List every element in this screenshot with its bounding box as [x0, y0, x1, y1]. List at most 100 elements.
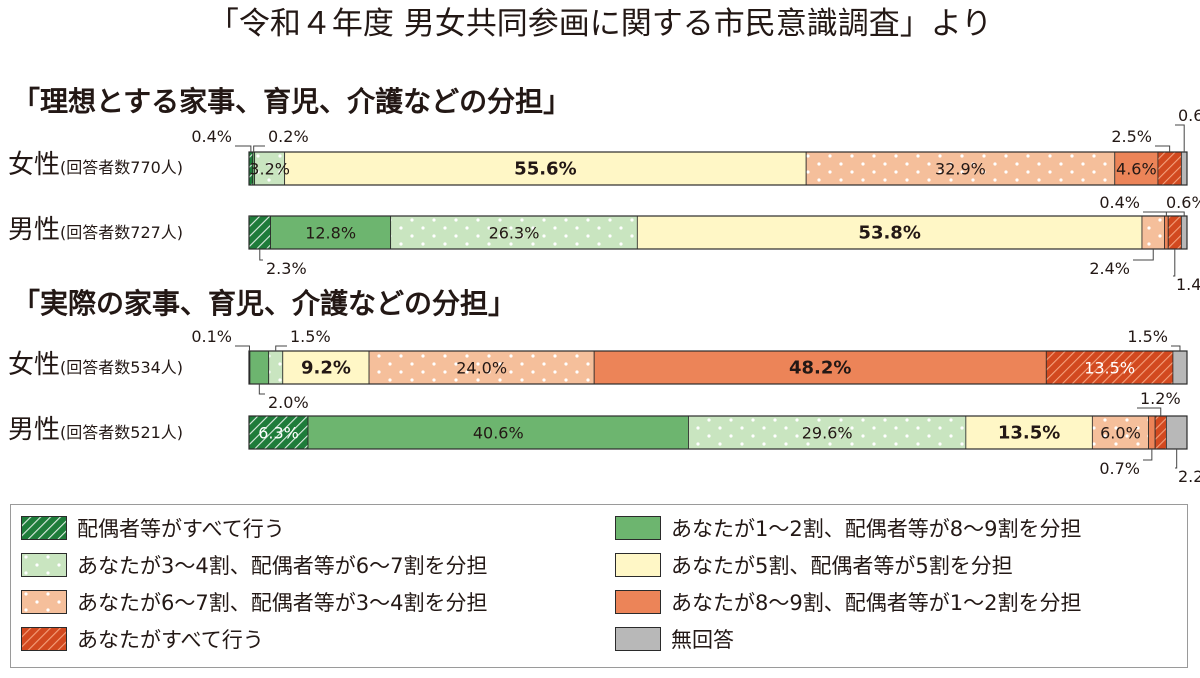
bar-segment-you-8-9 [1148, 415, 1156, 450]
bar-segment-you-6-7 [805, 151, 1116, 186]
bar-segment-you-3-4 [268, 350, 284, 385]
legend-item-spouse-all: 配偶者等がすべて行う [21, 513, 285, 543]
bar-outline [248, 151, 1188, 186]
legend-item-no-answer: 無回答 [615, 624, 734, 654]
data-label: 9.2% [301, 358, 351, 379]
legend-label: あなたが1〜2割、配偶者等が8〜9割を分担 [671, 517, 1082, 541]
bar-segment-you-1-2 [270, 215, 392, 250]
leader-line [1163, 211, 1185, 216]
data-label: 13.5% [1084, 359, 1135, 378]
bar-outline [248, 350, 1188, 385]
leader-line [235, 145, 252, 152]
leader-line [275, 345, 287, 351]
bar-segment-no-answer [1172, 350, 1188, 385]
row-label-group: 男性 [8, 215, 61, 245]
leader-line [1137, 407, 1162, 416]
data-label: 1.5% [1127, 327, 1168, 346]
bar-segment-spouse-all [248, 215, 271, 250]
data-label: 0.6% [1178, 106, 1200, 125]
data-label: 1.4% [1176, 275, 1200, 294]
bar-segment-no-answer [1180, 215, 1188, 250]
legend-swatch [21, 590, 67, 614]
legend: 配偶者等がすべて行うあなたが3〜4割、配偶者等が6〜7割を分担 あなたが6〜7割、… [10, 504, 1188, 668]
row-label-respondents: (回答者数521人) [60, 423, 184, 442]
legend-swatch [615, 627, 661, 651]
data-label: 24.0% [456, 359, 507, 378]
leader-line [1133, 249, 1154, 261]
legend-item-you-8-9: あなたが8〜9割、配偶者等が1〜2割を分担 [615, 587, 1081, 617]
leader-line [1175, 124, 1185, 152]
data-label: 2.2% [1178, 467, 1200, 486]
data-label: 6.3% [258, 424, 299, 443]
data-label: 55.6% [514, 159, 576, 180]
legend-item-you-1-2: あなたが1〜2割、配偶者等が8〜9割を分担 [615, 513, 1081, 543]
data-label: 40.6% [473, 424, 524, 443]
leader-line [1175, 449, 1178, 469]
bar-segment-you-3-4 [688, 415, 967, 450]
bar-segment-you-all [1154, 415, 1167, 450]
data-label: 2.3% [266, 259, 307, 278]
data-label: 1.2% [1140, 389, 1181, 408]
bar-segment-no-answer [1180, 151, 1188, 186]
bar-segment-you-3-4 [390, 215, 638, 250]
leader-line [235, 345, 250, 351]
legend-label: あなたが8〜9割、配偶者等が1〜2割を分担 [671, 591, 1082, 615]
data-label: 1.5% [290, 327, 331, 346]
chart-title-ideal: 「理想とする家事、育児、介護などの分担」 [12, 85, 572, 118]
data-label: 0.4% [1099, 193, 1140, 212]
legend-swatch [615, 553, 661, 577]
data-label: 29.6% [802, 424, 853, 443]
legend-item-you-3-4: あなたが3〜4割、配偶者等が6〜7割を分担 [21, 550, 487, 580]
bar-outline [248, 215, 1188, 250]
data-label: 26.3% [489, 224, 540, 243]
legend-swatch [21, 516, 67, 540]
legend-label: あなたが3〜4割、配偶者等が6〜7割を分担 [77, 554, 488, 578]
leader-line [1173, 249, 1176, 277]
bar-segment-you-1-2 [249, 350, 270, 385]
legend-swatch [615, 590, 661, 614]
bar-segment-you-8-9 [1164, 215, 1169, 250]
bar-segment-you-5 [965, 415, 1093, 450]
legend-swatch [21, 627, 67, 651]
legend-label: あなたが6〜7割、配偶者等が3〜4割を分担 [77, 591, 488, 615]
data-label: 4.6% [1116, 160, 1157, 179]
bar-segment-you-6-7 [1141, 215, 1165, 250]
bar-segment-you-5 [636, 215, 1143, 250]
bar-segment-you-6-7 [1091, 415, 1149, 450]
bar-segment-you-all [1167, 215, 1182, 250]
row-label-respondents: (回答者数727人) [60, 223, 184, 242]
data-label: 0.7% [1099, 459, 1140, 478]
data-label: 0.2% [268, 127, 309, 146]
data-label: 0.6% [1166, 193, 1200, 212]
chart-marks: 0.4% 0.2% 3.2% 55.6% 32.9% 4.6% 2.5% 0.6% 2.3% 12… [191, 106, 1200, 486]
legend-label: あなたがすべて行う [77, 628, 264, 652]
bar-outline [248, 415, 1188, 450]
leader-line [253, 145, 265, 152]
data-label: 2.0% [268, 393, 309, 412]
row-label-group: 女性 [8, 150, 61, 180]
data-label: 53.8% [858, 223, 920, 244]
data-label: 48.2% [789, 358, 851, 379]
data-label: 12.8% [305, 224, 356, 243]
row-label-group: 男性 [8, 415, 61, 445]
data-label: 2.5% [1111, 127, 1152, 146]
stacked-bar-charts: 0.4% 0.2% 3.2% 55.6% 32.9% 4.6% 2.5% 0.6% 2.3% 12… [191, 106, 1200, 486]
page-title: 「令和４年度 男女共同参画に関する市民意識調査」より [207, 6, 993, 42]
legend-item-you-6-7: あなたが6〜7割、配偶者等が3〜4割を分担 [21, 587, 487, 617]
data-label: 6.0% [1100, 424, 1141, 443]
chart-title-actual: 「実際の家事、育児、介護などの分担」 [12, 287, 517, 320]
legend-swatch [21, 553, 67, 577]
legend-label: 配偶者等がすべて行う [77, 517, 285, 541]
data-label: 0.1% [191, 327, 232, 346]
bar-segment-no-answer [1165, 415, 1188, 450]
legend-item-you-5: あなたが5割、配偶者等が5割を分担 [615, 550, 1013, 580]
leader-line [1171, 345, 1181, 351]
row-label-actual-female: 女性(回答者数534人) [8, 349, 183, 384]
leader-line [1155, 145, 1171, 152]
row-label-actual-male: 男性(回答者数521人) [8, 414, 183, 449]
data-label: 2.4% [1089, 259, 1130, 278]
row-label-respondents: (回答者数770人) [60, 158, 184, 177]
leader-line [259, 249, 263, 261]
row-label-ideal-female: 女性(回答者数770人) [8, 149, 183, 184]
bar-segment-you-8-9 [593, 350, 1047, 385]
